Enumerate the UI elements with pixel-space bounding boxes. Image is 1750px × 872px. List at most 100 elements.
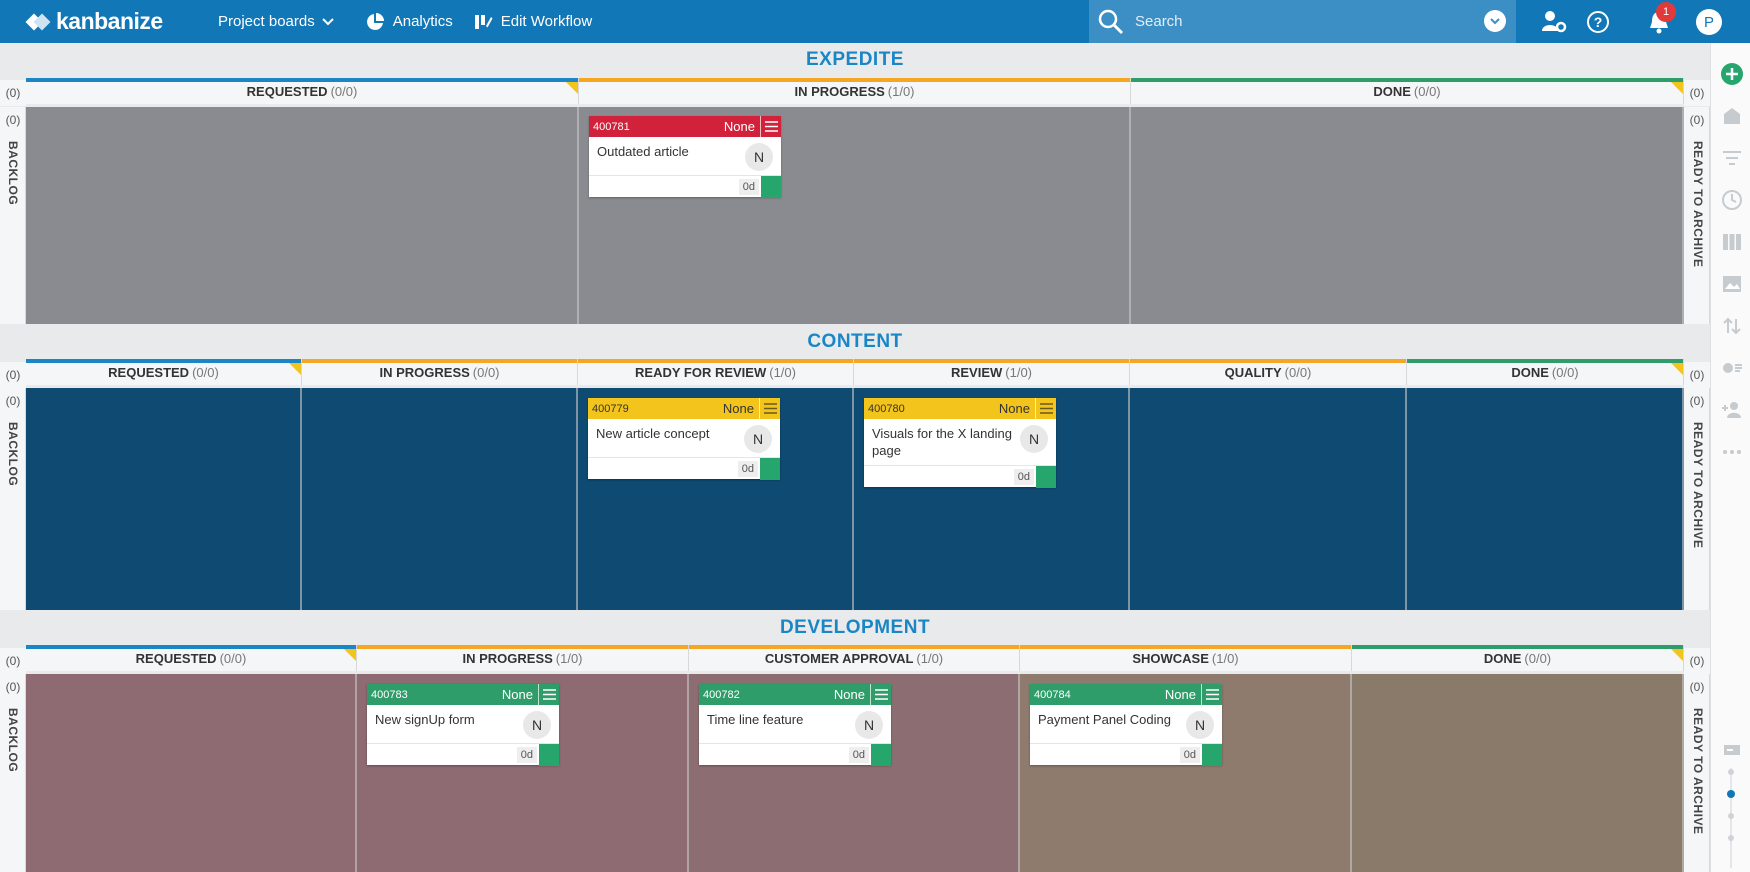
column-header-in-progress[interactable]: IN PROGRESS (1/0) xyxy=(579,78,1131,104)
card-menu-icon[interactable] xyxy=(760,116,781,137)
column-header-customer-approval[interactable]: CUSTOMER APPROVAL (1/0) xyxy=(689,645,1020,671)
svg-text:?: ? xyxy=(1594,14,1603,30)
column-count: (0/0) xyxy=(1551,364,1579,380)
clock-icon[interactable] xyxy=(1721,189,1743,211)
card-id[interactable]: 400783 xyxy=(371,688,408,701)
column-header-review[interactable]: REVIEW (1/0) xyxy=(854,359,1130,385)
project-boards-menu[interactable]: Project boards xyxy=(218,0,335,43)
card-menu-icon[interactable] xyxy=(1201,684,1222,705)
user-avatar[interactable]: P xyxy=(1696,9,1722,35)
add-users-icon[interactable] xyxy=(1721,399,1743,421)
archive-column-expedite[interactable]: (0) READY TO ARCHIVE xyxy=(1684,107,1710,324)
card-id[interactable]: 400779 xyxy=(592,402,629,415)
card-priority: None xyxy=(1164,687,1196,702)
column-header-showcase[interactable]: SHOWCASE (1/0) xyxy=(1020,645,1352,671)
lane-title-development[interactable]: DEVELOPMENT xyxy=(0,610,1710,646)
card-id[interactable]: 400780 xyxy=(868,402,905,415)
column-name: REVIEW xyxy=(950,364,1003,380)
column-color-bar xyxy=(357,645,688,649)
help-icon[interactable]: ? xyxy=(1585,9,1611,35)
card[interactable]: 400784 None Payment Panel Coding N 0d xyxy=(1030,684,1222,766)
lane-cell[interactable] xyxy=(1130,388,1407,610)
edit-workflow-icon xyxy=(473,12,493,32)
column-header-requested[interactable]: REQUESTED (0/0) xyxy=(26,359,302,385)
archive-column-content[interactable]: (0) READY TO ARCHIVE xyxy=(1684,388,1710,610)
card-assignee-avatar[interactable]: N xyxy=(1186,711,1214,739)
card-footer: 0d xyxy=(699,743,891,766)
backlog-column-development[interactable]: (0) BACKLOG xyxy=(0,674,26,872)
search-input[interactable] xyxy=(1135,13,1465,30)
card-priority: None xyxy=(501,687,533,702)
backlog-label: BACKLOG xyxy=(6,422,20,487)
lane-title-expedite[interactable]: EXPEDITE xyxy=(0,43,1710,77)
card-menu-icon[interactable] xyxy=(538,684,559,705)
column-header-in-progress[interactable]: IN PROGRESS (0/0) xyxy=(302,359,578,385)
lane-cell[interactable] xyxy=(26,107,579,324)
column-name: READY FOR REVIEW xyxy=(635,364,767,380)
lane-cell[interactable] xyxy=(1407,388,1684,610)
notifications-badge: 1 xyxy=(1656,2,1676,22)
lane-cell[interactable] xyxy=(26,388,302,610)
card-id[interactable]: 400781 xyxy=(593,120,630,133)
column-header-requested[interactable]: REQUESTED (0/0) xyxy=(26,78,579,104)
card[interactable]: 400783 None New signUp form N 0d xyxy=(367,684,559,766)
card-menu-icon[interactable] xyxy=(1035,398,1056,419)
card-assignee-avatar[interactable]: N xyxy=(745,143,773,171)
card-menu-icon[interactable] xyxy=(759,398,780,419)
card-footer: 0d xyxy=(864,465,1056,488)
archive-column-development[interactable]: (0) READY TO ARCHIVE xyxy=(1684,674,1710,872)
column-header-ready-for-review[interactable]: READY FOR REVIEW (1/0) xyxy=(578,359,854,385)
column-header-in-progress[interactable]: IN PROGRESS (1/0) xyxy=(357,645,689,671)
card[interactable]: 400780 None Visuals for the X landing pa… xyxy=(864,398,1056,488)
card[interactable]: 400779 None New article concept N 0d xyxy=(588,398,780,480)
column-header-requested[interactable]: REQUESTED (0/0) xyxy=(26,645,357,671)
more-icon[interactable] xyxy=(1721,441,1743,463)
logo[interactable]: kanbanize xyxy=(26,0,196,43)
pie-chart-icon xyxy=(365,12,385,32)
archive-count: (0) xyxy=(1689,394,1705,408)
card-id[interactable]: 400782 xyxy=(703,688,740,701)
columns-icon[interactable] xyxy=(1721,231,1743,253)
card-id[interactable]: 400784 xyxy=(1034,688,1071,701)
card-assignee-avatar[interactable]: N xyxy=(523,711,551,739)
archive-icon[interactable] xyxy=(1721,105,1743,127)
column-header-done[interactable]: DONE (0/0) xyxy=(1407,359,1684,385)
column-name: REQUESTED xyxy=(135,650,217,666)
edit-workflow-link[interactable]: Edit Workflow xyxy=(473,0,592,43)
backlog-column-content[interactable]: (0) BACKLOG xyxy=(0,388,26,610)
lane-cell[interactable] xyxy=(1352,674,1684,872)
sort-icon[interactable] xyxy=(1721,315,1743,337)
card-status-indicator xyxy=(1202,744,1222,766)
card[interactable]: 400781 None Outdated article N 0d xyxy=(589,116,781,198)
column-count: (0/0) xyxy=(1284,364,1312,380)
card-view-icon[interactable] xyxy=(1721,739,1743,761)
user-card-icon[interactable] xyxy=(1721,357,1743,379)
card-menu-icon[interactable] xyxy=(870,684,891,705)
column-header-done[interactable]: DONE (0/0) xyxy=(1131,78,1684,104)
card[interactable]: 400782 None Time line feature N 0d xyxy=(699,684,891,766)
lane-cell[interactable] xyxy=(1131,107,1684,324)
column-name: DONE xyxy=(1373,83,1411,99)
column-name: DONE xyxy=(1483,650,1522,666)
column-header-quality[interactable]: QUALITY (0/0) xyxy=(1130,359,1407,385)
column-header-done[interactable]: DONE (0/0) xyxy=(1352,645,1684,671)
card-assignee-avatar[interactable]: N xyxy=(744,425,772,453)
search-icon[interactable] xyxy=(1097,8,1125,36)
card-age: 0d xyxy=(516,747,537,763)
filter-icon[interactable] xyxy=(1721,147,1743,169)
lane-cell[interactable] xyxy=(302,388,578,610)
image-icon[interactable] xyxy=(1721,273,1743,295)
analytics-label: Analytics xyxy=(392,13,453,30)
column-name: IN PROGRESS xyxy=(794,83,885,99)
lane-title-content[interactable]: CONTENT xyxy=(0,324,1710,360)
lane-cell[interactable] xyxy=(26,674,357,872)
top-bar: kanbanize Project boards Analytics Edit … xyxy=(0,0,1750,43)
search-options-dropdown[interactable] xyxy=(1484,10,1506,32)
analytics-link[interactable]: Analytics xyxy=(365,0,453,43)
user-settings-icon[interactable] xyxy=(1541,9,1567,35)
card-assignee-avatar[interactable]: N xyxy=(855,711,883,739)
card-assignee-avatar[interactable]: N xyxy=(1020,425,1048,453)
backlog-column-expedite[interactable]: (0) BACKLOG xyxy=(0,107,26,324)
add-card-icon[interactable] xyxy=(1721,63,1743,85)
zoom-slider[interactable] xyxy=(1727,768,1735,868)
